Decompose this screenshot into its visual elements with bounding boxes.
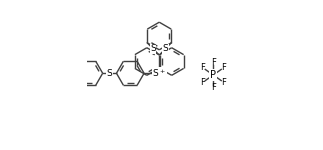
Text: S: S xyxy=(150,44,156,53)
Text: F: F xyxy=(211,58,216,67)
Text: F: F xyxy=(201,63,205,72)
Text: F: F xyxy=(221,63,226,72)
Text: S: S xyxy=(162,44,168,53)
Text: F: F xyxy=(221,78,226,87)
Text: P: P xyxy=(210,70,216,80)
Text: S: S xyxy=(107,69,112,78)
Text: F: F xyxy=(201,78,205,87)
Text: F: F xyxy=(211,83,216,92)
Text: S$^+$: S$^+$ xyxy=(152,67,166,79)
